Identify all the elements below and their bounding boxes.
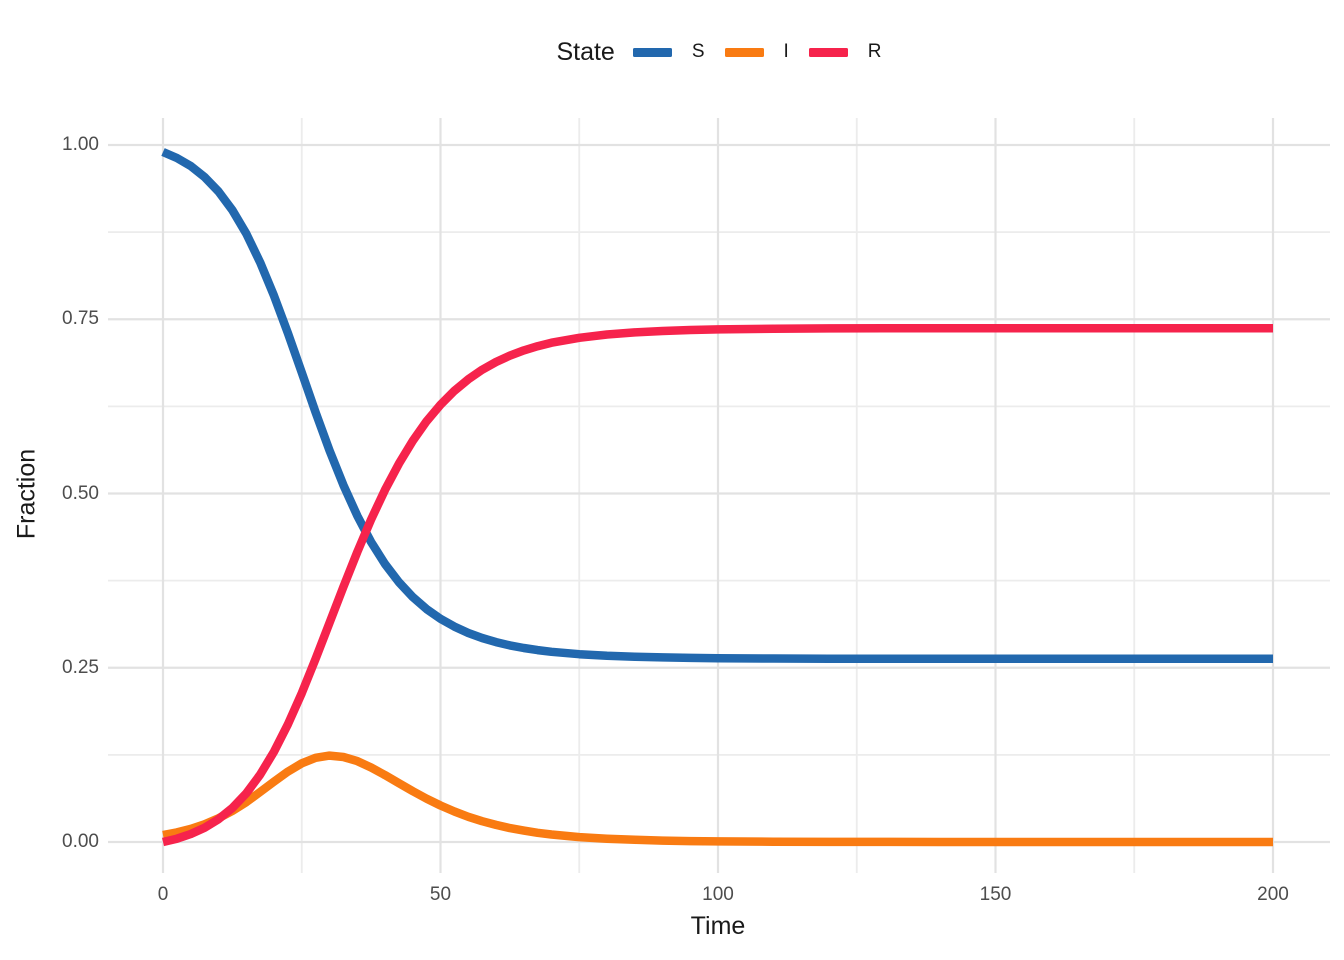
legend-key-r-icon bbox=[808, 47, 848, 57]
x-axis-title: Time bbox=[690, 912, 746, 940]
legend-item-i: I bbox=[724, 41, 789, 63]
series-line-r bbox=[162, 323, 1273, 847]
legend-label-i: I bbox=[783, 41, 789, 62]
y-tick-label-000: 0.00 bbox=[62, 831, 99, 852]
legend-label-s: S bbox=[691, 41, 705, 62]
legend-label-r: R bbox=[867, 41, 882, 62]
legend: State S I R bbox=[108, 37, 1330, 67]
y-tick-label-075: 0.75 bbox=[62, 308, 99, 330]
legend-key-i-icon bbox=[724, 47, 764, 57]
x-tick-label-50: 50 bbox=[429, 884, 452, 905]
series-line-s bbox=[161, 148, 1273, 664]
y-tick-label-050: 0.50 bbox=[62, 482, 99, 504]
x-tick-label-150: 150 bbox=[979, 884, 1012, 905]
y-axis-title: Fraction bbox=[12, 448, 41, 540]
x-tick-label-100: 100 bbox=[702, 884, 734, 905]
y-tick-label-100: 1.00 bbox=[62, 134, 99, 155]
legend-item-r: R bbox=[808, 41, 882, 63]
series-line-i bbox=[162, 751, 1273, 847]
y-tick-label-025: 0.25 bbox=[62, 656, 99, 678]
x-tick-label-200: 200 bbox=[1257, 884, 1289, 905]
x-tick-label-0: 0 bbox=[157, 884, 169, 905]
legend-title: State bbox=[556, 37, 615, 66]
legend-item-s: S bbox=[632, 41, 705, 63]
legend-key-s-icon bbox=[632, 47, 672, 57]
